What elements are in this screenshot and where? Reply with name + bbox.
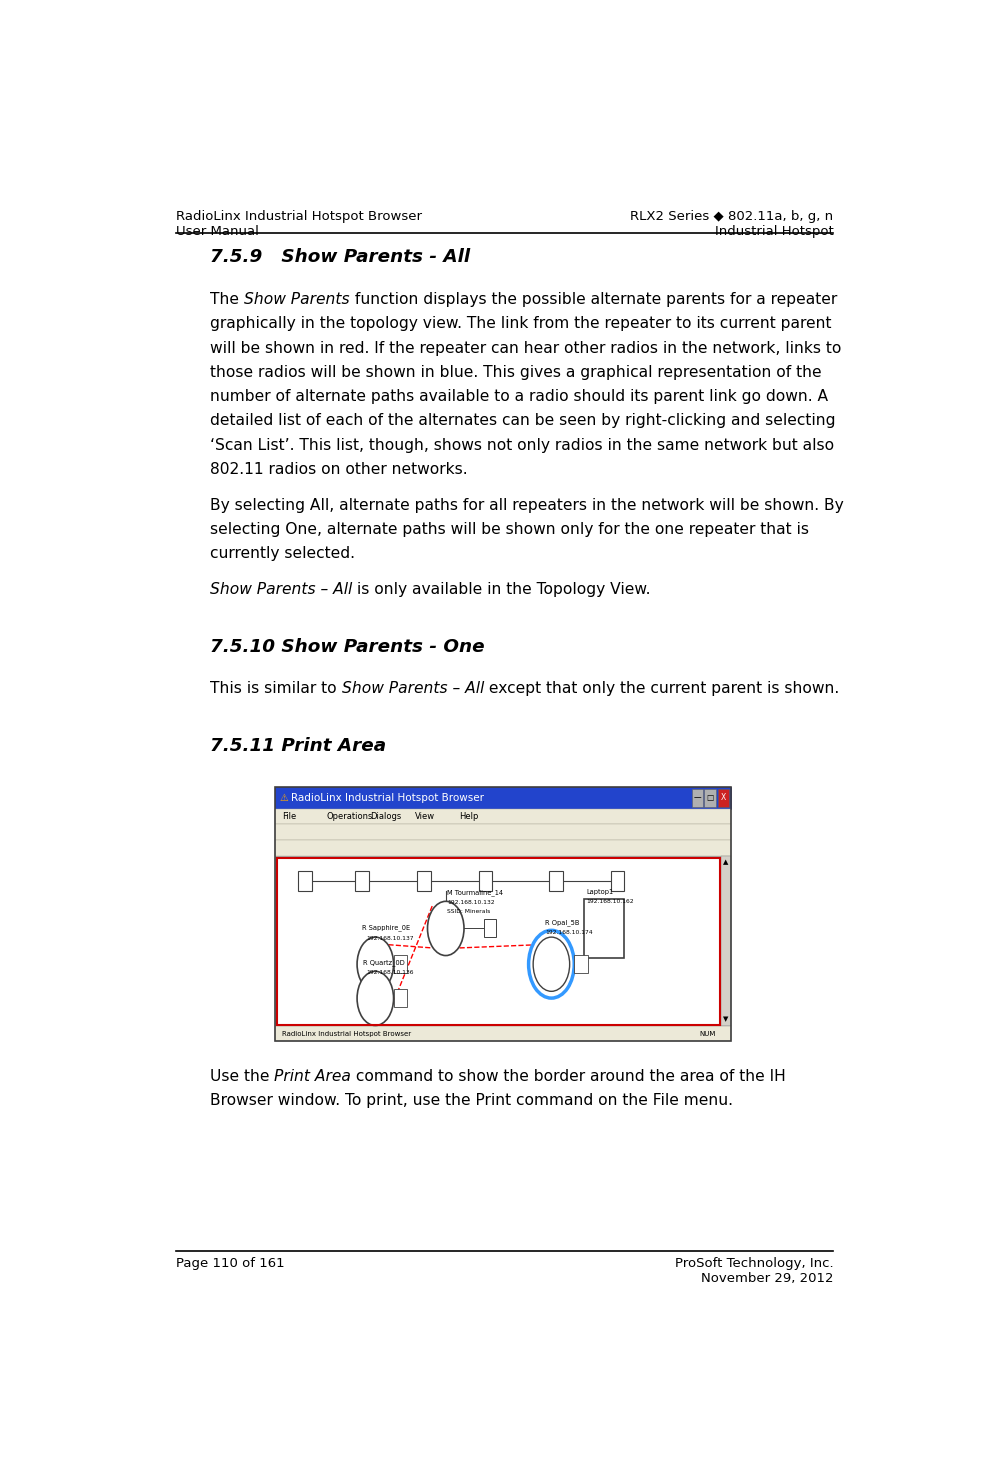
Text: those radios will be shown in blue. This gives a graphical representation of the: those radios will be shown in blue. This… xyxy=(210,365,822,380)
Text: Show Parents – All: Show Parents – All xyxy=(210,582,352,597)
Text: Operations: Operations xyxy=(327,813,373,822)
Bar xyxy=(692,789,703,807)
Bar xyxy=(718,789,729,807)
Text: Print Area: Print Area xyxy=(275,1069,351,1084)
Bar xyxy=(721,855,731,1027)
Text: This is similar to: This is similar to xyxy=(210,681,341,697)
Text: 192.168.10.136: 192.168.10.136 xyxy=(366,970,414,974)
Text: ‘Scan List’. This list, though, shows not only radios in the same network but al: ‘Scan List’. This list, though, shows no… xyxy=(210,437,834,453)
Text: November 29, 2012: November 29, 2012 xyxy=(701,1272,834,1285)
Text: 7.5.10 Show Parents - One: 7.5.10 Show Parents - One xyxy=(210,638,485,656)
Text: detailed list of each of the alternates can be seen by right-clicking and select: detailed list of each of the alternates … xyxy=(210,414,836,428)
Bar xyxy=(275,1027,731,1042)
Text: Industrial Hotspot: Industrial Hotspot xyxy=(715,224,834,238)
Text: 192.168.10.137: 192.168.10.137 xyxy=(366,936,414,940)
Text: Browser window. To print, use the Print command on the File menu.: Browser window. To print, use the Print … xyxy=(210,1093,733,1109)
Text: is only available in the Topology View.: is only available in the Topology View. xyxy=(352,582,650,597)
Bar xyxy=(417,871,431,892)
Text: Use the: Use the xyxy=(210,1069,275,1084)
Circle shape xyxy=(357,937,393,992)
Text: View: View xyxy=(415,813,435,822)
Text: number of alternate paths available to a radio should its parent link go down. A: number of alternate paths available to a… xyxy=(210,389,828,405)
Text: R Quartz_0D: R Quartz_0D xyxy=(363,959,405,965)
Circle shape xyxy=(428,901,464,955)
Text: User Manual: User Manual xyxy=(176,224,259,238)
Bar xyxy=(275,839,731,855)
Text: SSID: Minerals: SSID: Minerals xyxy=(447,908,490,914)
Text: RadioLinx Industrial Hotspot Browser: RadioLinx Industrial Hotspot Browser xyxy=(283,1030,411,1037)
Text: The: The xyxy=(210,292,244,307)
Text: Show Parents: Show Parents xyxy=(244,292,349,307)
Text: 7.5.9   Show Parents - All: 7.5.9 Show Parents - All xyxy=(210,248,470,267)
Circle shape xyxy=(533,937,570,992)
Bar xyxy=(585,899,624,958)
Text: currently selected.: currently selected. xyxy=(210,546,355,562)
Text: □: □ xyxy=(706,794,713,802)
Circle shape xyxy=(529,930,574,998)
Bar xyxy=(275,855,721,1027)
Text: Dialogs: Dialogs xyxy=(371,813,402,822)
Text: except that only the current parent is shown.: except that only the current parent is s… xyxy=(484,681,839,697)
Bar xyxy=(484,920,495,937)
Bar xyxy=(275,786,731,1042)
Bar xyxy=(277,858,720,1025)
Text: By selecting All, alternate paths for all repeaters in the network will be shown: By selecting All, alternate paths for al… xyxy=(210,497,844,512)
Text: X: X xyxy=(721,794,726,802)
Bar xyxy=(393,955,407,973)
Text: graphically in the topology view. The link from the repeater to its current pare: graphically in the topology view. The li… xyxy=(210,317,832,332)
Text: ▲: ▲ xyxy=(723,860,729,866)
Text: Page 110 of 161: Page 110 of 161 xyxy=(176,1257,284,1270)
Text: ▼: ▼ xyxy=(723,1017,729,1022)
Text: command to show the border around the area of the IH: command to show the border around the ar… xyxy=(351,1069,786,1084)
Text: 802.11 radios on other networks.: 802.11 radios on other networks. xyxy=(210,462,468,477)
Text: R Sapphire_0E: R Sapphire_0E xyxy=(362,924,410,932)
Bar xyxy=(275,810,731,824)
Text: function displays the possible alternate parents for a repeater: function displays the possible alternate… xyxy=(349,292,837,307)
Bar xyxy=(275,824,731,839)
Bar xyxy=(574,955,588,973)
Text: Show Parents – All: Show Parents – All xyxy=(341,681,484,697)
Bar xyxy=(355,871,369,892)
Text: will be shown in red. If the repeater can hear other radios in the network, link: will be shown in red. If the repeater ca… xyxy=(210,340,842,355)
Text: Laptop1: Laptop1 xyxy=(586,889,613,895)
Text: Help: Help xyxy=(459,813,478,822)
Bar xyxy=(549,871,563,892)
Text: M Tourmaline_14: M Tourmaline_14 xyxy=(447,889,503,896)
Bar xyxy=(704,789,716,807)
Bar xyxy=(275,786,731,810)
Text: RLX2 Series ◆ 802.11a, b, g, n: RLX2 Series ◆ 802.11a, b, g, n xyxy=(631,210,834,223)
Text: ProSoft Technology, Inc.: ProSoft Technology, Inc. xyxy=(675,1257,834,1270)
Text: 192.168.10.162: 192.168.10.162 xyxy=(586,899,634,904)
Text: —: — xyxy=(694,794,701,802)
Circle shape xyxy=(357,971,393,1025)
Text: ⚠: ⚠ xyxy=(280,794,288,802)
Text: RadioLinx Industrial Hotspot Browser: RadioLinx Industrial Hotspot Browser xyxy=(176,210,422,223)
Text: NUM: NUM xyxy=(699,1030,716,1037)
Text: File: File xyxy=(283,813,296,822)
Bar xyxy=(610,871,624,892)
Text: 7.5.11 Print Area: 7.5.11 Print Area xyxy=(210,738,387,756)
Text: 192.168.10.174: 192.168.10.174 xyxy=(545,930,593,934)
Text: R Opal_5B: R Opal_5B xyxy=(545,918,580,926)
Bar xyxy=(393,989,407,1008)
Text: selecting One, alternate paths will be shown only for the one repeater that is: selecting One, alternate paths will be s… xyxy=(210,522,809,537)
Bar xyxy=(479,871,492,892)
Text: RadioLinx Industrial Hotspot Browser: RadioLinx Industrial Hotspot Browser xyxy=(291,794,485,802)
Bar xyxy=(298,871,312,892)
Text: 192.168.10.132: 192.168.10.132 xyxy=(447,899,494,905)
